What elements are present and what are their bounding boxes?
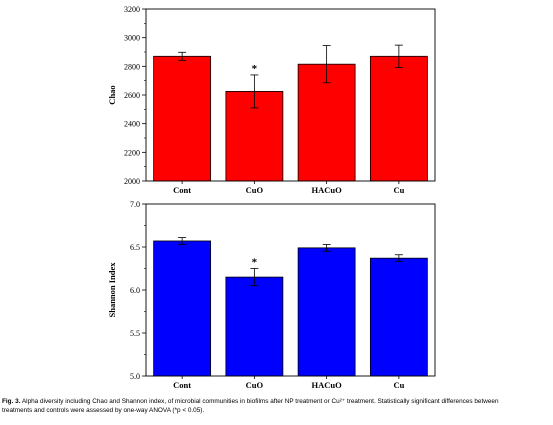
x-tick-label: Cont	[173, 185, 191, 195]
x-tick-label: CuO	[246, 185, 264, 195]
bar	[297, 247, 356, 377]
x-tick-label: HACuO	[312, 380, 343, 390]
y-tick-label: 7.0	[130, 200, 140, 209]
y-tick-label: 3000	[124, 34, 140, 43]
caption-text-1: Alpha diversity including Chao and Shann…	[20, 398, 499, 405]
x-tick-label: CuO	[246, 380, 264, 390]
chao-chart: Cont * CuO HACuO Cu 2000 2200 2400 2600 2800 3000 3…	[107, 5, 436, 195]
bar	[297, 63, 356, 182]
bar	[369, 55, 428, 182]
caption-line-2: treatments and controls were assessed by…	[2, 407, 205, 414]
shannon-chart: Cont * CuO HACuO Cu 5.0 5.5 6.0 6.5 7.0 Shannon In…	[107, 200, 436, 390]
y-tick-label: 6.5	[130, 243, 140, 252]
x-tick-label: Cu	[393, 185, 404, 195]
y-axis-label: Chao	[107, 85, 117, 104]
y-tick-label: 2800	[124, 62, 140, 71]
caption-label: Fig. 3.	[2, 398, 21, 405]
figure: Cont * CuO HACuO Cu 2000 2200 2400 2600 2800 3000 3…	[107, 5, 436, 390]
figure-caption: Fig. 3. Alpha diversity including Chao a…	[2, 397, 553, 415]
x-tick-label: Cont	[173, 380, 191, 390]
bar	[153, 55, 212, 182]
y-tick-label: 5.5	[130, 329, 140, 338]
bar	[153, 240, 212, 377]
y-tick-label: 5.0	[130, 372, 140, 381]
significance-mark: *	[252, 63, 258, 75]
y-tick-label: 2200	[124, 148, 140, 157]
y-tick-label: 3200	[124, 5, 140, 14]
caption-line-1: Fig. 3. Alpha diversity including Chao a…	[2, 397, 553, 406]
significance-mark: *	[252, 257, 258, 269]
y-axis-label: Shannon Index	[107, 262, 117, 318]
y-tick-label: 6.0	[130, 286, 140, 295]
y-tick-label: 2400	[124, 120, 140, 129]
x-tick-label: HACuO	[312, 185, 343, 195]
y-tick-label: 2000	[124, 177, 140, 186]
x-tick-label: Cu	[393, 380, 404, 390]
y-tick-label: 2600	[124, 91, 140, 100]
bar	[225, 276, 284, 377]
bar	[369, 257, 428, 377]
